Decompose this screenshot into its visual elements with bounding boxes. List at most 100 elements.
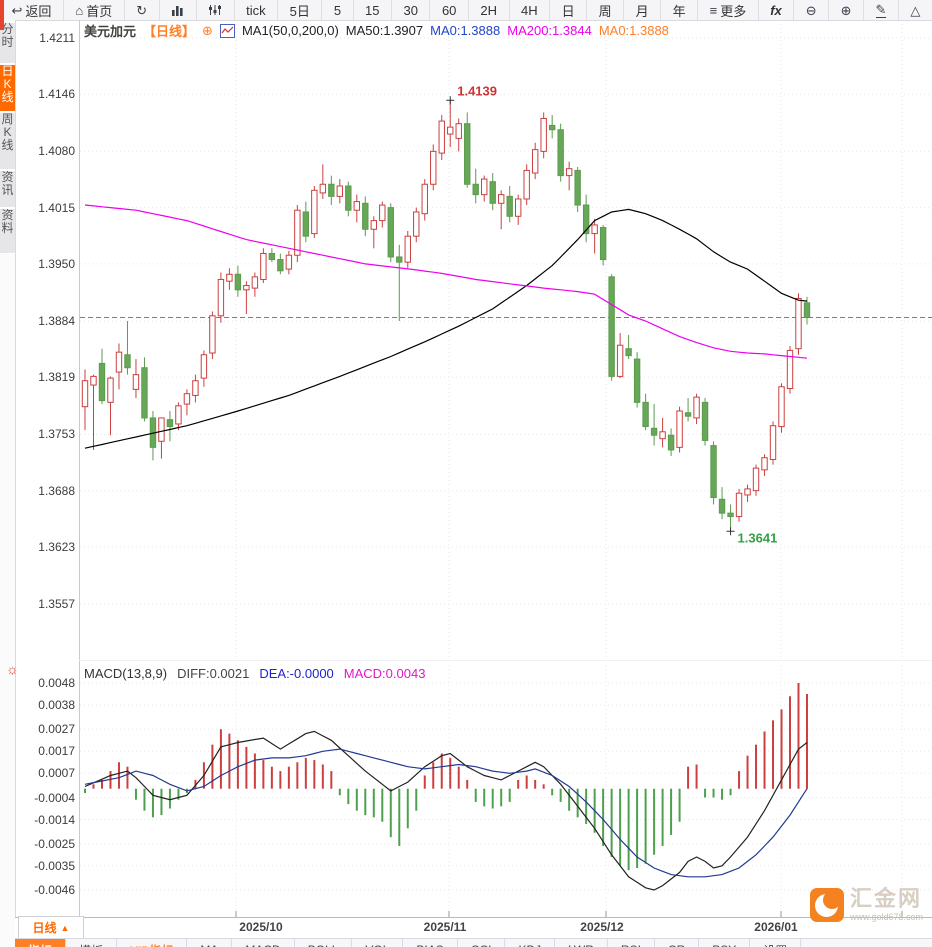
tab-MA[interactable]: MA (187, 939, 233, 947)
macd-chart[interactable] (80, 665, 932, 917)
tab-CCI[interactable]: CCI (458, 939, 506, 947)
candle-up (294, 209, 301, 256)
5min-button[interactable]: 5 (322, 0, 354, 20)
sidebar-item-2[interactable]: 日K线 (0, 64, 15, 112)
price-axis-label: 1.3688 (38, 483, 75, 498)
2h-button-label: 2H (480, 2, 498, 18)
fx-button-label: fx (770, 2, 782, 18)
ma0-blue-value: MA0:1.3888 (430, 23, 501, 38)
candle-up (404, 235, 411, 263)
more-button[interactable]: ≡ 更多 (698, 0, 759, 20)
tab-CR[interactable]: CR (655, 939, 700, 947)
candle-up (565, 168, 573, 177)
home-button[interactable]: ⌂ 首页 (64, 0, 125, 20)
tab-LWR[interactable]: LWR (555, 939, 608, 947)
site-name: 汇金网 (850, 886, 923, 911)
fx-button[interactable]: fx (759, 0, 795, 20)
tab-模板[interactable]: 模板 (66, 939, 118, 947)
candle-up (115, 351, 123, 373)
refresh-button[interactable]: ↻ (125, 0, 160, 20)
candle-up (421, 183, 428, 215)
macd-settings-sun-icon[interactable]: ☼ (6, 661, 19, 677)
back-icon: ↩ (11, 2, 23, 18)
sidebar-item-4[interactable]: 资讯 (0, 170, 15, 208)
15min-button[interactable]: 15 (354, 0, 392, 20)
ma200-value: MA200:1.3844 (507, 23, 592, 38)
sidebar-item-3[interactable]: 周K线 (0, 112, 15, 170)
tab-PSY[interactable]: PSY (699, 939, 751, 947)
month-button[interactable]: 月 (624, 0, 662, 20)
candle-up (438, 120, 445, 154)
4h-button[interactable]: 4H (510, 0, 551, 20)
week-button[interactable]: 周 (587, 0, 625, 20)
candle-down (166, 419, 174, 428)
tab-指标[interactable]: 指标 (15, 939, 67, 947)
period-selector[interactable]: 日线 ▲ (18, 916, 84, 939)
watermark: 汇金网 www.gold678.com (810, 888, 923, 922)
tab-BIAS[interactable]: BIAS (403, 939, 458, 947)
candle-up (285, 254, 293, 270)
30min-button-label: 30 (403, 2, 418, 18)
candle-up (260, 252, 267, 280)
candle-down (464, 123, 471, 185)
tab-KDJ[interactable]: KDJ (505, 939, 556, 947)
candle-up (752, 467, 760, 492)
low-price-label: 1.3641 (738, 530, 778, 545)
price-axis-label: 1.4015 (38, 200, 75, 215)
left-accent-bar (0, 0, 4, 30)
zoom-out-button[interactable]: ⊖ (794, 0, 830, 20)
panel-divider (79, 660, 932, 661)
5day-button[interactable]: 5日 (278, 0, 323, 20)
shapes-button[interactable]: △ (899, 0, 932, 20)
draw-button[interactable]: ✎ (864, 0, 899, 20)
5min-button-label: 5 (333, 2, 342, 18)
sidebar-item-1[interactable]: 分时 (0, 22, 15, 64)
chart-plot-area: 1.4139 1.3641 (79, 20, 932, 917)
home-button-label: 首页 (86, 3, 113, 19)
candle-up (795, 297, 802, 350)
tick-button[interactable]: tick (235, 0, 279, 20)
60min-button-label: 60 (441, 2, 457, 18)
tab-BOLL[interactable]: BOLL (295, 939, 353, 947)
2h-button[interactable]: 2H (469, 0, 510, 20)
price-axis-label: 1.4146 (38, 87, 75, 102)
candle-down (574, 169, 581, 206)
candle-down (582, 204, 590, 235)
sidebar-item-5[interactable]: 资料 (0, 208, 15, 254)
back-button[interactable]: ↩ 返回 (0, 0, 64, 20)
tab-设置[interactable]: 设置 (750, 939, 802, 947)
ma0-orange-value: MA0:1.3888 (598, 23, 669, 38)
5day-button-label: 5日 (289, 3, 310, 19)
home-icon: ⌂ (75, 2, 84, 18)
dea-value: DEA:-0.0000 (259, 666, 334, 681)
add-indicator-icon[interactable]: ⊕ (202, 22, 213, 38)
price-axis-label: 1.4080 (38, 144, 75, 159)
candle-up (311, 189, 318, 235)
candle-down (727, 512, 734, 518)
macd-axis-label: 0.0038 (38, 698, 75, 713)
price-chart[interactable]: 1.4139 1.3641 (80, 20, 932, 660)
price-axis-label: 1.3623 (38, 539, 75, 554)
candle-down (328, 183, 335, 197)
chart-thumbnail-icon[interactable] (219, 23, 235, 38)
tab-RSI[interactable]: RSI (608, 939, 655, 947)
day-button[interactable]: 日 (550, 0, 588, 20)
indicator-settings-button[interactable] (197, 0, 235, 20)
30min-button[interactable]: 30 (392, 0, 431, 20)
day-button-label: 日 (561, 3, 575, 19)
candle-up (183, 393, 191, 405)
60min-button[interactable]: 60 (430, 0, 469, 20)
year-button-label: 年 (672, 3, 686, 19)
year-button[interactable]: 年 (661, 0, 699, 20)
ma-settings-label: MA1(50,0,200,0) (241, 23, 339, 38)
tab-VIP指标[interactable]: VIP指标 (117, 939, 188, 947)
month-label: 2025/11 (423, 920, 467, 934)
candle-down (599, 227, 607, 261)
bar-chart-button[interactable] (160, 0, 197, 20)
tab-MACD[interactable]: MACD (232, 939, 295, 947)
zoom-in-button[interactable]: ⊕ (829, 0, 865, 20)
tab-VOL[interactable]: VOL (352, 939, 404, 947)
candle-up (107, 377, 114, 403)
macd-axis-label: 0.0048 (38, 676, 75, 690)
candle-up (319, 183, 327, 194)
